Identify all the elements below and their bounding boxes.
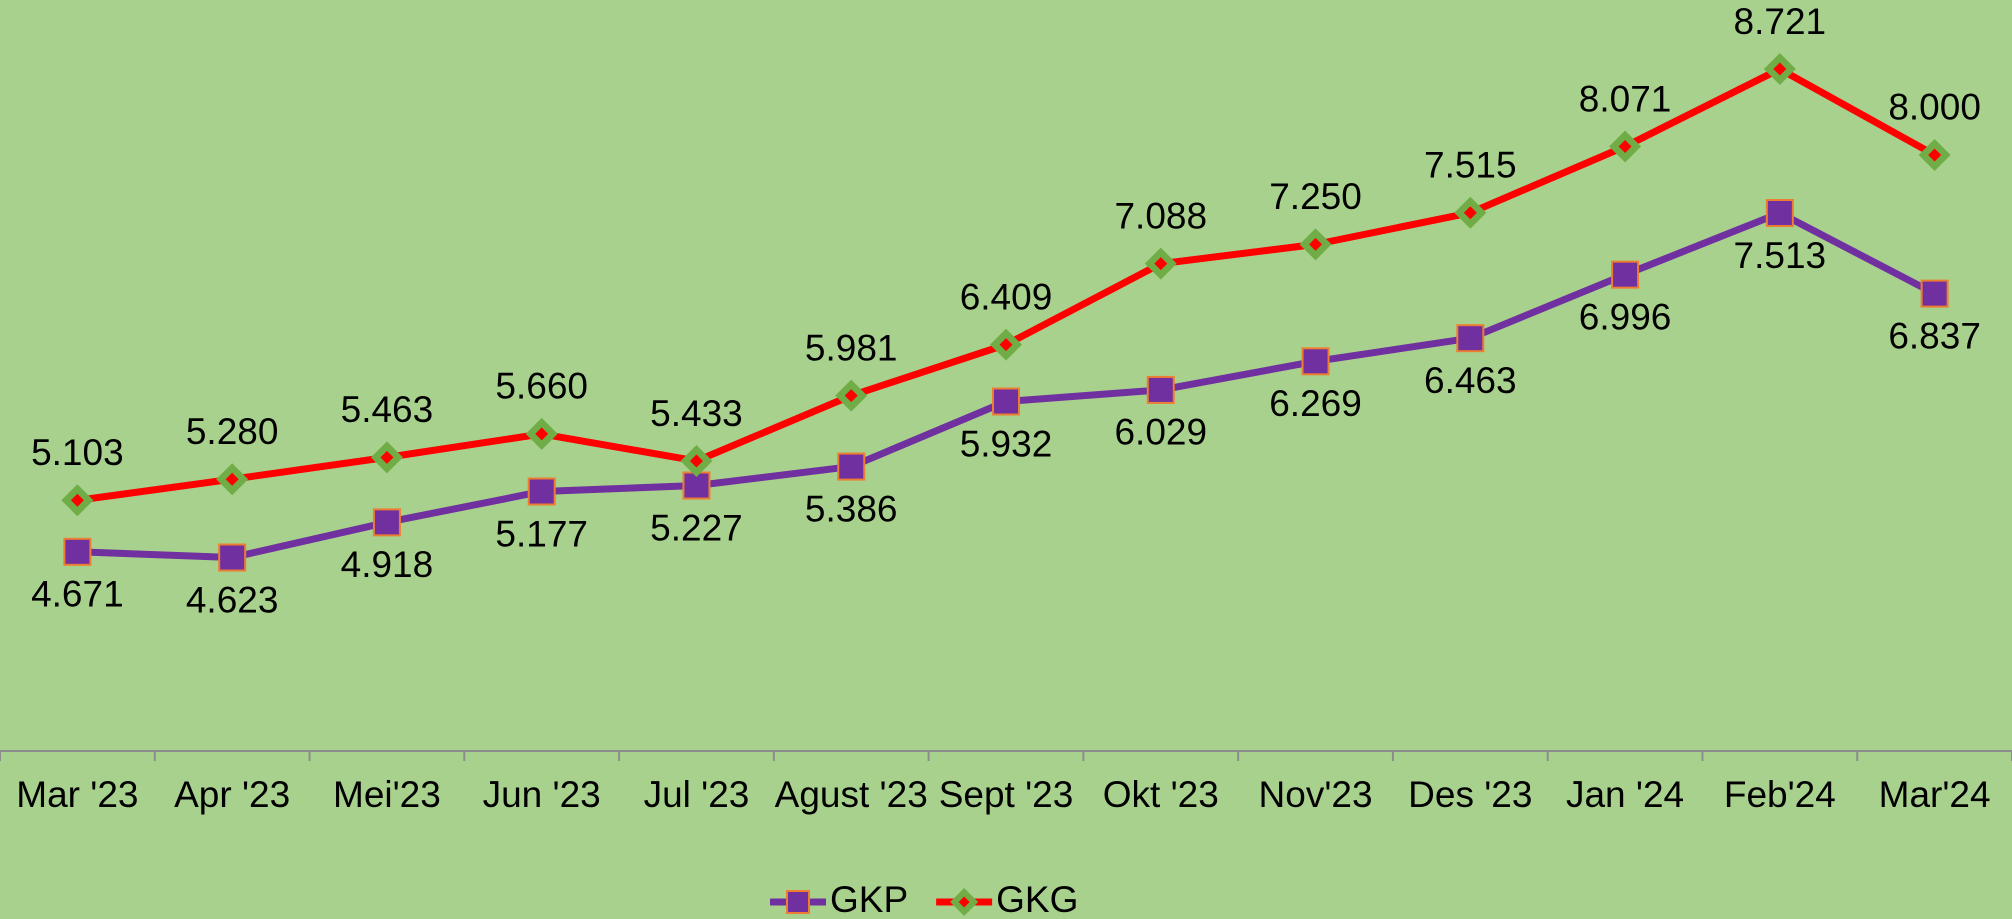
x-tick-label: Nov'23 bbox=[1259, 774, 1373, 815]
data-point bbox=[525, 417, 558, 450]
legend-label: GKG bbox=[996, 879, 1078, 919]
data-point bbox=[61, 484, 94, 517]
data-label: 7.088 bbox=[1114, 195, 1207, 236]
marker-inner bbox=[689, 454, 703, 468]
data-label: 5.280 bbox=[186, 411, 279, 452]
marker-inner bbox=[1463, 206, 1477, 220]
data-point bbox=[837, 452, 866, 481]
data-label: 6.996 bbox=[1579, 296, 1672, 337]
marker-inner bbox=[844, 389, 858, 403]
data-point bbox=[1609, 130, 1642, 163]
data-point bbox=[218, 543, 247, 572]
x-tick-label: Mar '23 bbox=[16, 774, 138, 815]
x-tick-label: Agust '23 bbox=[775, 774, 928, 815]
data-label: 7.513 bbox=[1734, 235, 1827, 276]
data-point bbox=[527, 477, 556, 506]
data-label: 4.623 bbox=[186, 579, 279, 620]
data-label: 6.409 bbox=[960, 276, 1053, 317]
x-tick-label: Mar'24 bbox=[1879, 774, 1991, 815]
data-point bbox=[680, 444, 713, 477]
data-label: 7.250 bbox=[1269, 176, 1362, 217]
data-label: 4.918 bbox=[341, 544, 434, 585]
x-tick-label: Jun '23 bbox=[483, 774, 601, 815]
x-tick-label: Feb'24 bbox=[1724, 774, 1836, 815]
data-label: 5.433 bbox=[650, 393, 743, 434]
data-label: 5.981 bbox=[805, 327, 898, 368]
data-point bbox=[1765, 199, 1794, 228]
data-label: 6.837 bbox=[1888, 315, 1981, 356]
data-point bbox=[835, 379, 868, 412]
marker-inner bbox=[225, 472, 239, 486]
data-point bbox=[1301, 347, 1330, 376]
data-point bbox=[1920, 279, 1949, 308]
data-label: 5.103 bbox=[31, 432, 124, 473]
x-tick-label: Okt '23 bbox=[1103, 774, 1219, 815]
legend-marker bbox=[950, 888, 979, 916]
x-tick-label: Des '23 bbox=[1408, 774, 1532, 815]
data-point bbox=[1611, 260, 1640, 289]
data-point bbox=[1146, 375, 1175, 404]
data-label: 5.463 bbox=[341, 389, 434, 430]
legend-marker bbox=[786, 890, 810, 914]
data-label: 8.000 bbox=[1888, 87, 1981, 128]
data-point bbox=[992, 387, 1020, 416]
data-point bbox=[1456, 324, 1485, 353]
data-label: 5.932 bbox=[960, 423, 1053, 464]
x-tick-label: Sept '23 bbox=[939, 774, 1074, 815]
marker-inner bbox=[999, 338, 1013, 352]
x-tick-label: Apr '23 bbox=[174, 774, 290, 815]
marker-inner bbox=[958, 896, 970, 908]
marker-inner bbox=[70, 493, 84, 507]
marker-inner bbox=[1773, 62, 1787, 76]
marker-inner bbox=[1928, 148, 1942, 162]
marker-inner bbox=[380, 450, 394, 464]
marker-inner bbox=[1618, 140, 1632, 154]
data-label: 5.386 bbox=[805, 488, 898, 529]
data-point bbox=[1299, 228, 1332, 261]
data-point bbox=[1454, 196, 1487, 229]
data-label: 5.660 bbox=[495, 366, 588, 407]
data-label: 4.671 bbox=[31, 574, 124, 615]
data-label: 6.463 bbox=[1424, 360, 1517, 401]
marker-inner bbox=[1309, 237, 1323, 251]
marker-inner bbox=[1154, 257, 1168, 271]
legend-label: GKP bbox=[830, 879, 908, 919]
data-point bbox=[1763, 53, 1796, 86]
data-label: 5.177 bbox=[495, 513, 588, 554]
x-tick-label: Mei'23 bbox=[333, 774, 441, 815]
data-point bbox=[370, 441, 403, 474]
data-label: 8.071 bbox=[1579, 78, 1672, 119]
data-label: 5.227 bbox=[650, 507, 743, 548]
data-point bbox=[216, 463, 249, 496]
data-label: 6.269 bbox=[1269, 383, 1362, 424]
data-point bbox=[990, 328, 1022, 361]
data-point bbox=[1918, 138, 1951, 171]
data-label: 7.515 bbox=[1424, 145, 1517, 186]
data-label: 8.721 bbox=[1734, 1, 1827, 42]
data-point bbox=[63, 537, 92, 566]
data-label: 6.029 bbox=[1114, 412, 1207, 453]
x-tick-label: Jan '24 bbox=[1566, 774, 1684, 815]
marker-inner bbox=[535, 427, 549, 441]
data-point bbox=[1144, 247, 1177, 280]
data-point bbox=[372, 508, 401, 537]
x-tick-label: Jul '23 bbox=[644, 774, 750, 815]
